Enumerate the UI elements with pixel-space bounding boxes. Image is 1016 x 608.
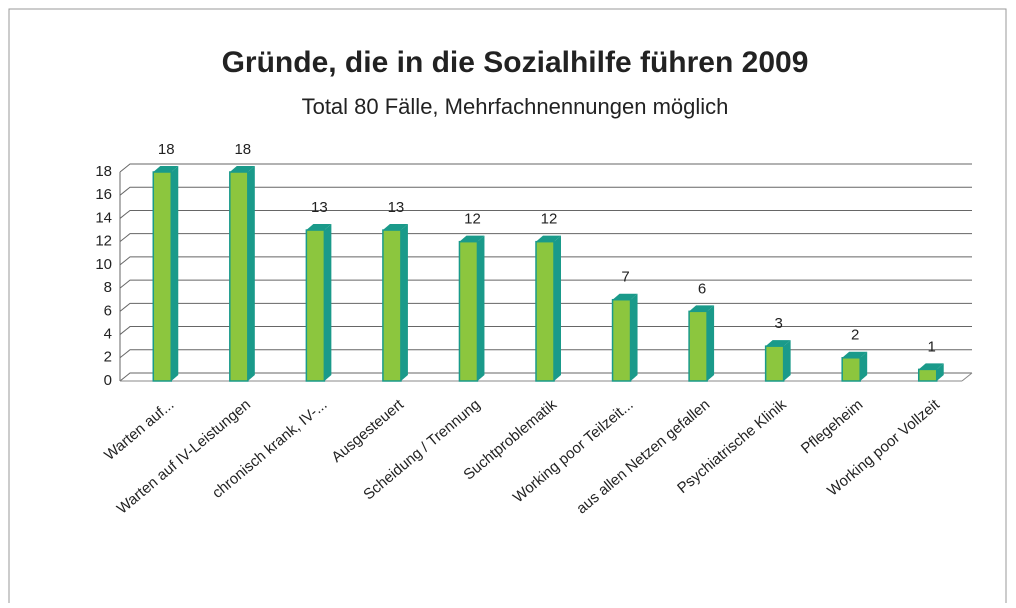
bar-side: [630, 293, 638, 381]
grid-line: [119, 186, 972, 196]
value-label: 18: [234, 141, 251, 158]
grid-line: [119, 279, 972, 289]
bar-top: [536, 235, 561, 242]
value-label: 13: [388, 199, 405, 216]
y-tick-label: 0: [104, 372, 112, 389]
value-label: 18: [158, 141, 175, 158]
y-tick-label: 4: [104, 326, 112, 343]
bar-top: [153, 166, 179, 172]
bar: [688, 310, 708, 382]
y-tick-label: 2: [104, 349, 112, 366]
grid-line: [119, 256, 972, 266]
y-tick-label: 18: [95, 163, 112, 180]
bar-top: [689, 305, 715, 312]
y-tick-label: 14: [95, 209, 112, 226]
bar: [229, 171, 249, 382]
y-tick-label: 10: [95, 256, 112, 273]
y-tick-label: 12: [95, 233, 112, 250]
bar-side: [324, 224, 332, 381]
value-label: 3: [774, 315, 782, 332]
bar-top: [382, 224, 408, 231]
bar-side: [707, 305, 715, 381]
value-label: 2: [851, 327, 859, 344]
chart-title: Gründe, die in die Sozialhilfe führen 20…: [222, 46, 809, 79]
y-tick-label: 8: [104, 279, 112, 296]
bar-top: [765, 340, 791, 347]
grid-line: [119, 209, 972, 219]
grid-line: [119, 233, 972, 243]
value-label: 12: [464, 211, 481, 228]
bar: [535, 240, 555, 382]
y-tick-label: 16: [95, 186, 112, 203]
bar-top: [306, 224, 332, 231]
y-tick-label: 6: [104, 302, 112, 319]
bar-top: [459, 235, 485, 242]
value-label: 13: [311, 199, 328, 216]
bar: [611, 298, 632, 382]
bar: [305, 229, 326, 382]
bar-top: [918, 363, 944, 370]
bar-top: [612, 293, 638, 300]
bar: [764, 345, 785, 382]
value-label: 12: [541, 211, 558, 228]
bar-top: [842, 351, 868, 358]
bar: [152, 171, 173, 382]
bar-side: [247, 166, 255, 381]
bar-top: [229, 166, 255, 172]
bar-side: [554, 235, 561, 381]
grid-line: [119, 302, 972, 312]
bar: [458, 240, 479, 382]
value-label: 6: [698, 280, 706, 297]
chart-subtitle: Total 80 Fälle, Mehrfachnennungen möglic…: [302, 94, 729, 119]
bar-side: [783, 340, 791, 381]
bar-side: [936, 363, 944, 381]
bar-side: [400, 224, 408, 381]
bar-side: [171, 166, 179, 381]
floor-right: [961, 372, 973, 382]
bar: [382, 229, 402, 382]
bar: [841, 357, 861, 382]
bar-side: [860, 351, 868, 381]
value-label: 1: [928, 338, 936, 355]
bar-side: [477, 235, 485, 381]
value-label: 7: [621, 269, 629, 286]
grid-line: [119, 163, 972, 173]
bar: [917, 368, 938, 382]
